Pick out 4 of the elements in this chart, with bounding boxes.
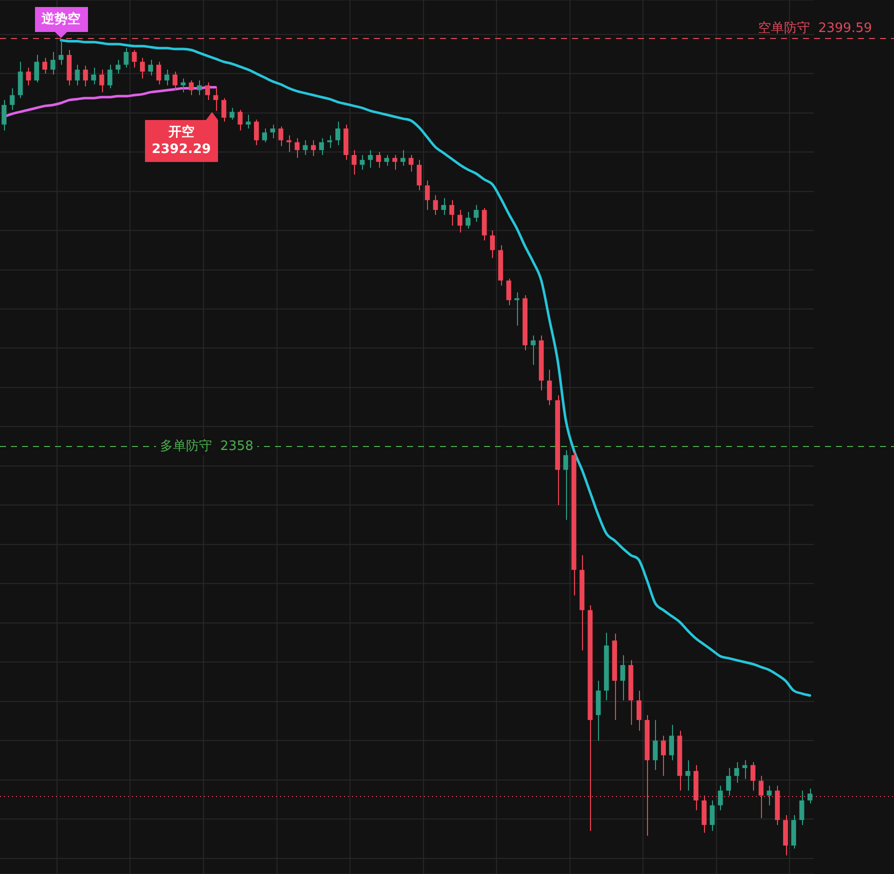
ref-line-label: 多单防守 2358 [160, 438, 254, 454]
ref-line-label: 空单防守 2399.59 [758, 20, 872, 36]
annotation: 开空 2392.29 [144, 120, 218, 162]
annotation: 逆势空 [34, 7, 88, 32]
